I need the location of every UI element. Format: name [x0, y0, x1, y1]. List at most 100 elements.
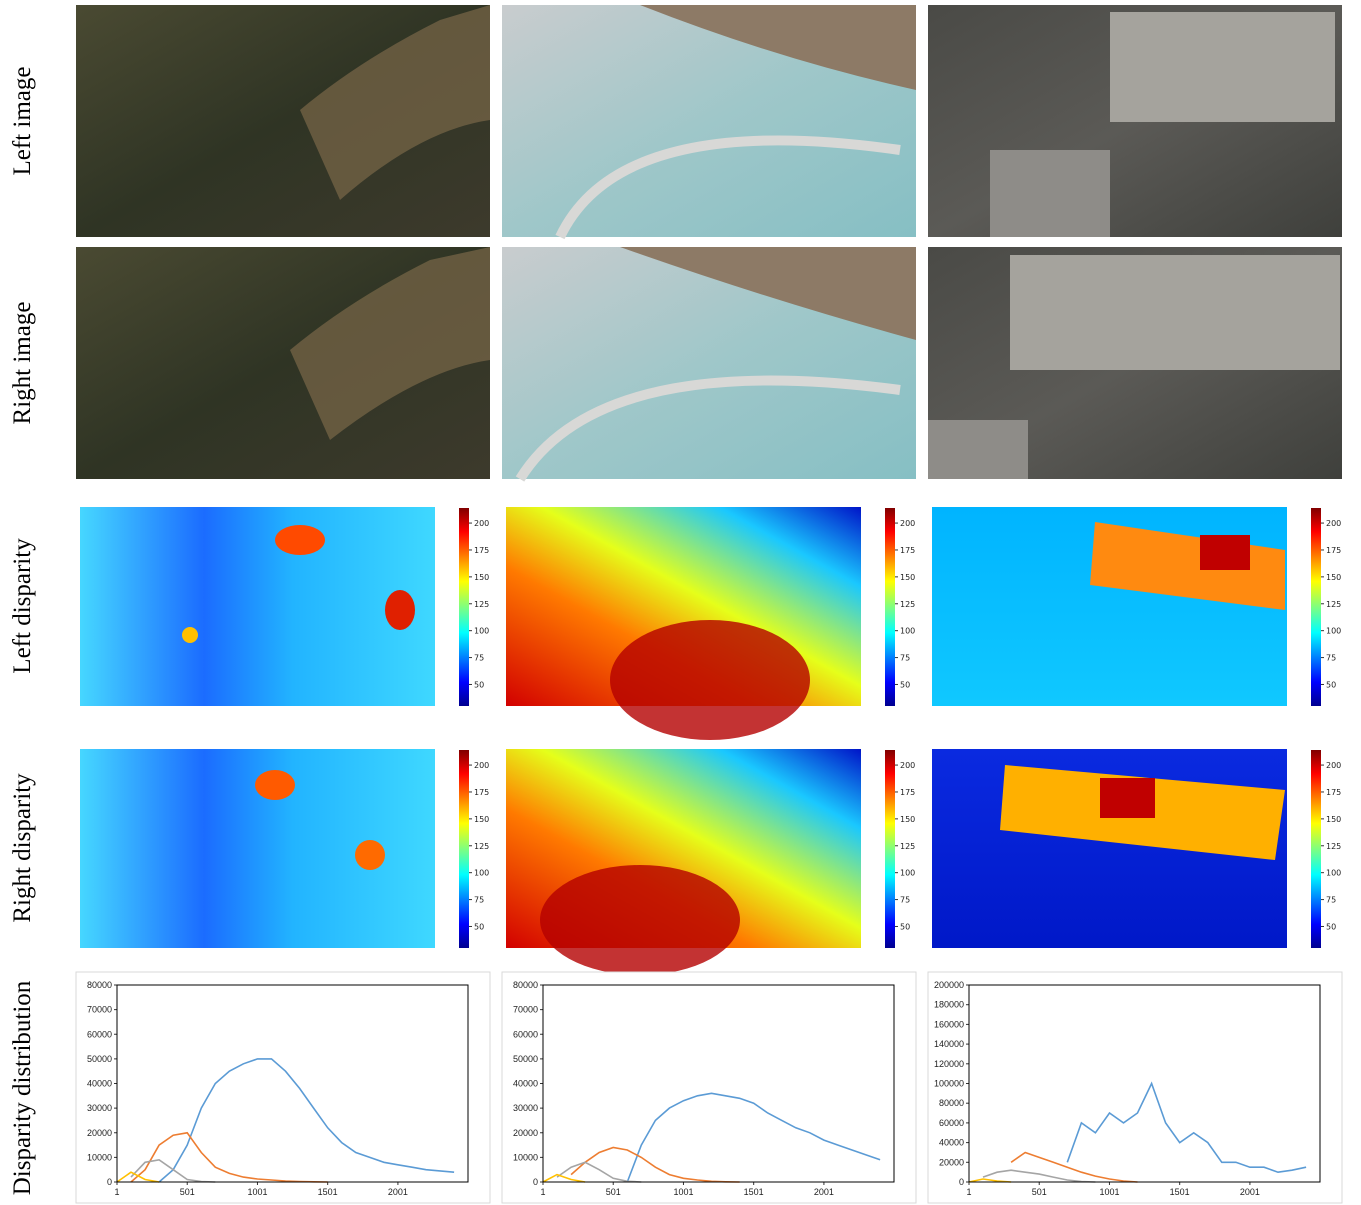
x-tick-label: 1501	[1170, 1187, 1190, 1197]
photo-building	[1010, 255, 1340, 370]
colorbar-tick-label: 200	[1326, 761, 1341, 770]
colorbar-tick-label: 200	[474, 761, 489, 770]
row-label: Right image	[9, 302, 36, 425]
colorbar	[1311, 508, 1321, 706]
x-tick-label: 1001	[673, 1187, 693, 1197]
x-tick-label: 1001	[1099, 1187, 1119, 1197]
colorbar-tick-label: 125	[1326, 842, 1341, 851]
colorbar-tick-label: 50	[474, 680, 484, 689]
colorbar-tick-label: 100	[1326, 869, 1341, 878]
colorbar-tick-label: 175	[900, 546, 915, 555]
x-tick-label: 501	[606, 1187, 621, 1197]
y-tick-label: 140000	[934, 1039, 964, 1049]
x-tick-label: 501	[180, 1187, 195, 1197]
page: {"row_labels":["Left image","Right image…	[0, 0, 1361, 1205]
x-tick-label: 2001	[388, 1187, 408, 1197]
colorbar-tick-label: 125	[900, 842, 915, 851]
disparity-roof	[1100, 778, 1155, 818]
y-tick-label: 80000	[939, 1098, 964, 1108]
colorbar-tick-label: 150	[474, 573, 489, 582]
disparity-roof	[1200, 535, 1250, 570]
colorbar-tick-label: 175	[1326, 788, 1341, 797]
y-tick-label: 30000	[87, 1103, 112, 1113]
chart-frame	[928, 972, 1342, 1203]
y-tick-label: 100000	[934, 1079, 964, 1089]
x-tick-label: 1	[114, 1187, 119, 1197]
colorbar-tick-label: 150	[900, 573, 915, 582]
x-tick-label: 1001	[247, 1187, 267, 1197]
colorbar-tick-label: 175	[900, 788, 915, 797]
row-label: Left image	[9, 67, 36, 176]
colorbar-tick-label: 75	[474, 896, 484, 905]
x-tick-label: 1501	[318, 1187, 338, 1197]
figure: Left image Right image Left disparity Right…	[0, 0, 1361, 1205]
colorbar-tick-label: 200	[1326, 519, 1341, 528]
row-label: Right disparity	[9, 773, 36, 923]
y-tick-label: 40000	[87, 1079, 112, 1089]
x-tick-label: 501	[1032, 1187, 1047, 1197]
y-tick-label: 120000	[934, 1059, 964, 1069]
colorbar	[459, 508, 469, 706]
colorbar-tick-label: 100	[474, 627, 489, 636]
disparity-blob	[540, 865, 740, 975]
colorbar-tick-label: 200	[474, 519, 489, 528]
colorbar	[885, 750, 895, 948]
colorbar-tick-label: 50	[900, 680, 910, 689]
colorbar-tick-label: 175	[474, 788, 489, 797]
colorbar-tick-label: 200	[900, 519, 915, 528]
photo-building	[990, 150, 1110, 237]
y-tick-label: 70000	[87, 1005, 112, 1015]
colorbar-tick-label: 100	[474, 869, 489, 878]
y-tick-label: 80000	[513, 980, 538, 990]
y-tick-label: 10000	[513, 1152, 538, 1162]
photo-building	[928, 420, 1028, 479]
x-tick-label: 2001	[1240, 1187, 1260, 1197]
y-tick-label: 70000	[513, 1005, 538, 1015]
chart-frame	[76, 972, 490, 1203]
y-tick-label: 50000	[513, 1054, 538, 1064]
colorbar-tick-label: 75	[474, 654, 484, 663]
y-tick-label: 50000	[87, 1054, 112, 1064]
colorbar-tick-label: 150	[1326, 815, 1341, 824]
disparity-blob	[610, 620, 810, 740]
colorbar-tick-label: 100	[900, 869, 915, 878]
y-tick-label: 160000	[934, 1019, 964, 1029]
colorbar-tick-label: 125	[474, 842, 489, 851]
colorbar-tick-label: 150	[474, 815, 489, 824]
colorbar-tick-label: 125	[900, 600, 915, 609]
colorbar-tick-label: 100	[900, 627, 915, 636]
y-tick-label: 80000	[87, 980, 112, 990]
y-tick-label: 20000	[939, 1157, 964, 1167]
disparity-blob	[385, 590, 415, 630]
y-tick-label: 60000	[87, 1029, 112, 1039]
colorbar-tick-label: 175	[474, 546, 489, 555]
colorbar-tick-label: 75	[900, 654, 910, 663]
disparity-map	[80, 507, 435, 706]
colorbar-tick-label: 125	[1326, 600, 1341, 609]
y-tick-label: 20000	[87, 1128, 112, 1138]
chart-frame	[502, 972, 916, 1203]
photo-building	[1110, 12, 1335, 122]
y-tick-label: 60000	[513, 1029, 538, 1039]
x-tick-label: 1	[540, 1187, 545, 1197]
x-tick-label: 1	[966, 1187, 971, 1197]
y-tick-label: 180000	[934, 1000, 964, 1010]
row-label: Left disparity	[9, 538, 36, 674]
disparity-blob	[275, 525, 325, 555]
x-tick-label: 1501	[744, 1187, 764, 1197]
colorbar-tick-label: 50	[1326, 680, 1336, 689]
y-tick-label: 20000	[513, 1128, 538, 1138]
disparity-blob	[182, 627, 198, 643]
y-tick-label: 40000	[939, 1138, 964, 1148]
row-label: Disparity distribution	[9, 980, 36, 1195]
colorbar	[459, 750, 469, 948]
colorbar-tick-label: 75	[1326, 654, 1336, 663]
photos	[76, 5, 1342, 479]
disparity-maps	[80, 507, 1287, 975]
disparity-blob	[355, 840, 385, 870]
colorbar-tick-label: 50	[474, 922, 484, 931]
disparity-blob	[255, 770, 295, 800]
y-tick-label: 60000	[939, 1118, 964, 1128]
colorbar	[1311, 750, 1321, 948]
colorbar	[885, 508, 895, 706]
